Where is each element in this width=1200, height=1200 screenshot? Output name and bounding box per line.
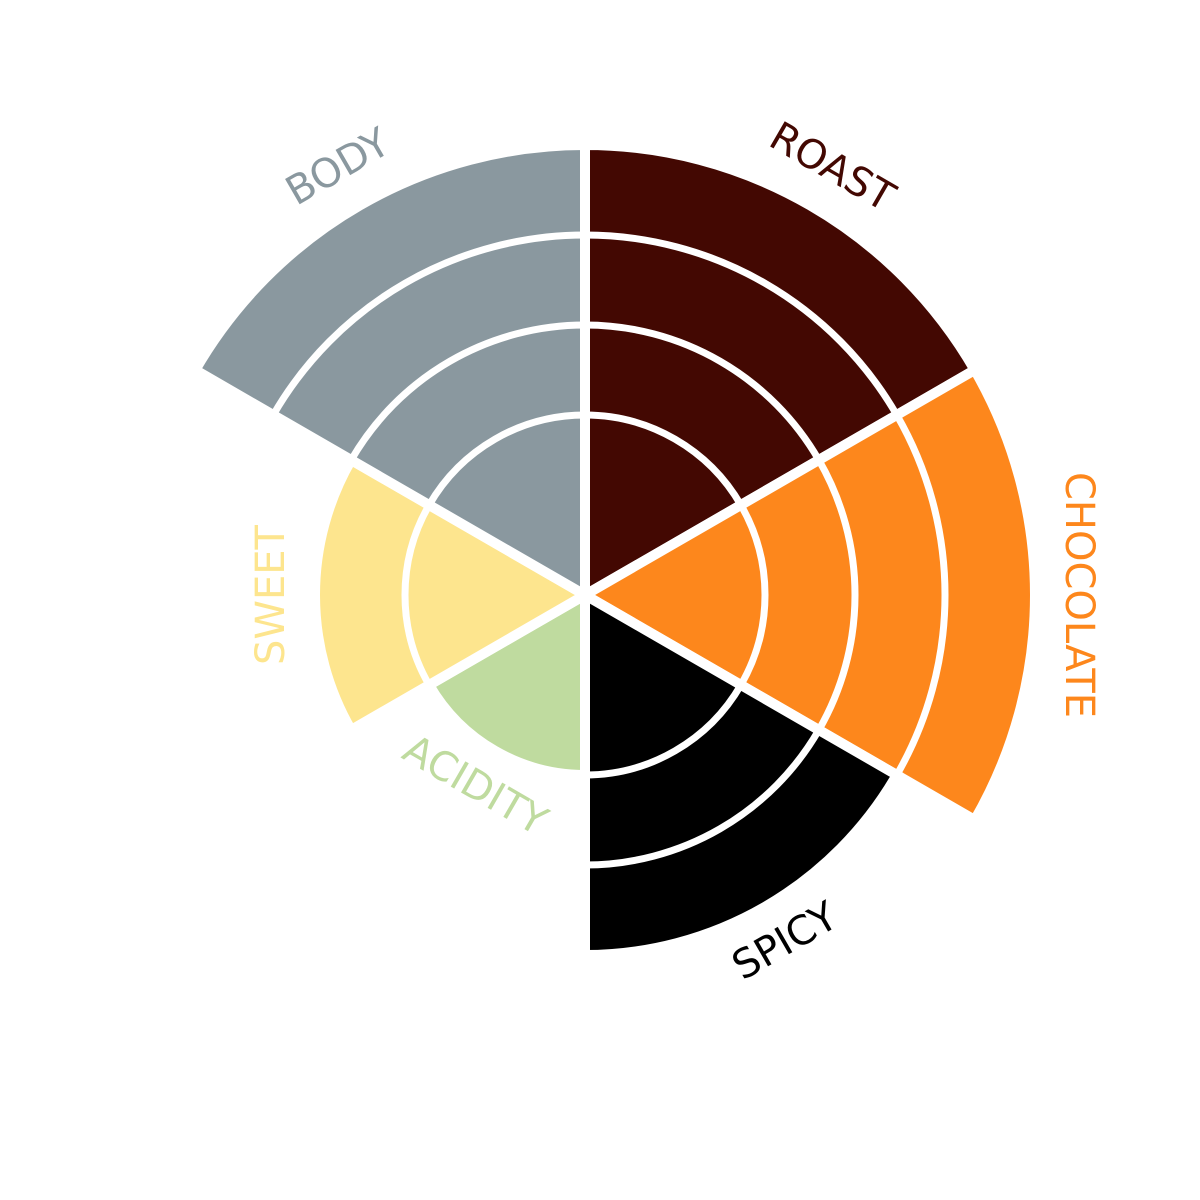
ring-divider: [584, 321, 822, 462]
category-label: SWEET: [248, 524, 294, 664]
ring-divider: [584, 411, 744, 507]
ring-divider: [584, 683, 744, 779]
sector: [422, 586, 590, 781]
ring-divider: [893, 413, 949, 777]
ring-divider: [401, 503, 433, 687]
sector: [580, 586, 904, 961]
ring-divider: [815, 458, 859, 732]
ring-divider: [737, 503, 769, 687]
category-label: CHOCOLATE: [1056, 472, 1102, 718]
sector: [575, 363, 1040, 827]
sector: [580, 139, 982, 604]
ring-divider: [270, 231, 586, 417]
ring-divider: [584, 728, 822, 869]
sector: [310, 453, 596, 737]
sector: [188, 139, 590, 604]
ring-divider: [426, 411, 586, 507]
ring-divider: [584, 231, 900, 417]
ring-divider: [348, 321, 586, 462]
